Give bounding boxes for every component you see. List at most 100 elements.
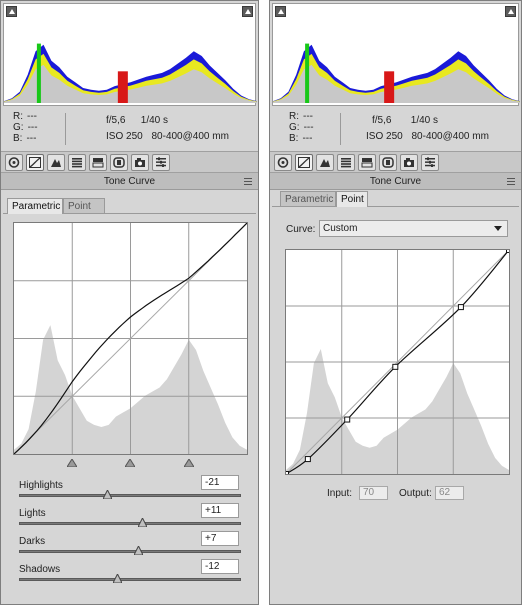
slider-shadows-label: Shadows: [19, 564, 61, 575]
r-value: ---: [27, 111, 37, 122]
g-value: ---: [27, 122, 38, 133]
highlight-clipping-warning-icon[interactable]: [242, 6, 253, 17]
aperture-value: f/5,6: [372, 115, 392, 126]
highlight-clipping-warning-icon[interactable]: [505, 6, 516, 17]
section-title-text: Tone Curve: [369, 176, 422, 187]
slider-shadows-thumb[interactable]: [111, 572, 123, 584]
input-label: Input:: [327, 488, 353, 499]
lens-value: 80-400@400 mm: [411, 131, 489, 142]
histogram-chart: [4, 43, 257, 103]
tab-bar: Parametric Point: [270, 191, 521, 207]
slider-shadows: Shadows -12: [1, 558, 258, 586]
panel-menu-icon[interactable]: [244, 178, 252, 185]
b-value: ---: [26, 133, 37, 144]
tab-point-label: Point: [68, 201, 91, 212]
g-value: ---: [303, 122, 314, 133]
lens-corrections-icon[interactable]: [110, 154, 128, 171]
basic-icon[interactable]: [274, 154, 292, 171]
slider-darks-label: Darks: [19, 536, 46, 547]
presets-icon[interactable]: [421, 154, 439, 171]
r-label: R:: [13, 111, 23, 122]
presets-icon[interactable]: [152, 154, 170, 171]
curve-point[interactable]: [304, 456, 311, 463]
tone-curve-icon[interactable]: [295, 154, 313, 171]
hsl-icon[interactable]: [68, 154, 86, 171]
slider-darks-value[interactable]: +7: [201, 531, 239, 546]
info-panel: R: --- G: --- B: --- f/5,6 1/40 s ISO 250 8…: [270, 107, 521, 151]
slider-lights-value[interactable]: +11: [201, 503, 239, 518]
panel-toolbar: [270, 151, 521, 173]
slider-darks-track[interactable]: [19, 544, 241, 556]
tab-parametric-label: Parametric: [285, 194, 334, 205]
curve-point[interactable]: [457, 304, 464, 311]
b-label: B:: [13, 133, 23, 144]
slider-lights: Lights +11: [1, 502, 258, 530]
slider-lights-label: Lights: [19, 508, 46, 519]
parametric-curve-graph[interactable]: [13, 222, 248, 455]
curve-dropdown-value: Custom: [323, 223, 358, 234]
input-value-field[interactable]: 70: [359, 486, 388, 500]
iso-value: ISO 250: [106, 131, 143, 142]
detail-icon[interactable]: [316, 154, 334, 171]
region-split-handle-2[interactable]: [124, 458, 136, 468]
tab-point[interactable]: Point: [336, 191, 368, 207]
point-curve-graph[interactable]: [285, 249, 510, 475]
shadow-clipping-warning-icon[interactable]: [6, 6, 17, 17]
section-title: Tone Curve: [1, 173, 258, 190]
slider-highlights-track[interactable]: [19, 488, 241, 500]
histogram: [3, 3, 257, 106]
exif-left: f/5,6 1/40 s ISO 250 80-400@400 mm: [106, 113, 229, 145]
r-label: R:: [289, 111, 299, 122]
region-split-handle-1[interactable]: [66, 458, 78, 468]
info-panel: R: --- G: --- B: --- f/5,6 1/40 s ISO 250 8…: [1, 107, 258, 151]
slider-shadows-value[interactable]: -12: [201, 559, 239, 574]
output-label: Output:: [399, 488, 432, 499]
b-label: B:: [289, 133, 299, 144]
section-title: Tone Curve: [270, 173, 521, 190]
panel-menu-icon[interactable]: [507, 178, 515, 185]
camera-calibration-icon[interactable]: [131, 154, 149, 171]
split-toning-icon[interactable]: [358, 154, 376, 171]
camera-calibration-icon[interactable]: [400, 154, 418, 171]
detail-icon[interactable]: [47, 154, 65, 171]
panel-toolbar: [1, 151, 258, 173]
tab-parametric[interactable]: Parametric: [7, 198, 63, 214]
shadow-clipping-warning-icon[interactable]: [275, 6, 286, 17]
hsl-icon[interactable]: [337, 154, 355, 171]
basic-icon[interactable]: [5, 154, 23, 171]
slider-highlights-value[interactable]: -21: [201, 475, 239, 490]
curve-point[interactable]: [286, 471, 289, 475]
info-divider: [340, 113, 341, 145]
region-split-handle-3[interactable]: [183, 458, 195, 468]
b-value: ---: [302, 133, 313, 144]
slider-lights-track[interactable]: [19, 516, 241, 528]
aperture-value: f/5,6: [106, 115, 126, 126]
slider-highlights: Highlights -21: [1, 474, 258, 502]
tab-bar: Parametric Point: [1, 198, 258, 214]
shutter-value: 1/40 s: [140, 115, 169, 126]
output-value-field[interactable]: 62: [435, 486, 464, 500]
histogram: [272, 3, 520, 106]
curve-dropdown[interactable]: Custom: [319, 220, 508, 237]
tab-parametric[interactable]: Parametric: [280, 191, 336, 207]
slider-shadows-track[interactable]: [19, 572, 241, 584]
g-label: G:: [13, 122, 24, 133]
split-toning-icon[interactable]: [89, 154, 107, 171]
tone-curve-icon[interactable]: [26, 154, 44, 171]
tab-point-label: Point: [341, 194, 364, 205]
slider-darks-thumb[interactable]: [132, 544, 144, 556]
curve-point[interactable]: [506, 250, 510, 253]
tab-point[interactable]: Point: [63, 198, 105, 214]
slider-lights-thumb[interactable]: [137, 516, 148, 528]
g-label: G:: [289, 122, 300, 133]
left-panel: R: --- G: --- B: --- f/5,6 1/40 s ISO 250 8…: [0, 0, 259, 605]
rgb-readout: R: --- G: --- B: ---: [289, 111, 314, 144]
tab-divider: [3, 213, 256, 214]
curve-point[interactable]: [392, 363, 399, 370]
slider-highlights-label: Highlights: [19, 480, 63, 491]
curve-point[interactable]: [344, 416, 351, 423]
slider-highlights-thumb[interactable]: [102, 488, 113, 500]
lens-corrections-icon[interactable]: [379, 154, 397, 171]
chevron-down-icon: [494, 226, 502, 231]
curve-label: Curve:: [286, 224, 316, 235]
